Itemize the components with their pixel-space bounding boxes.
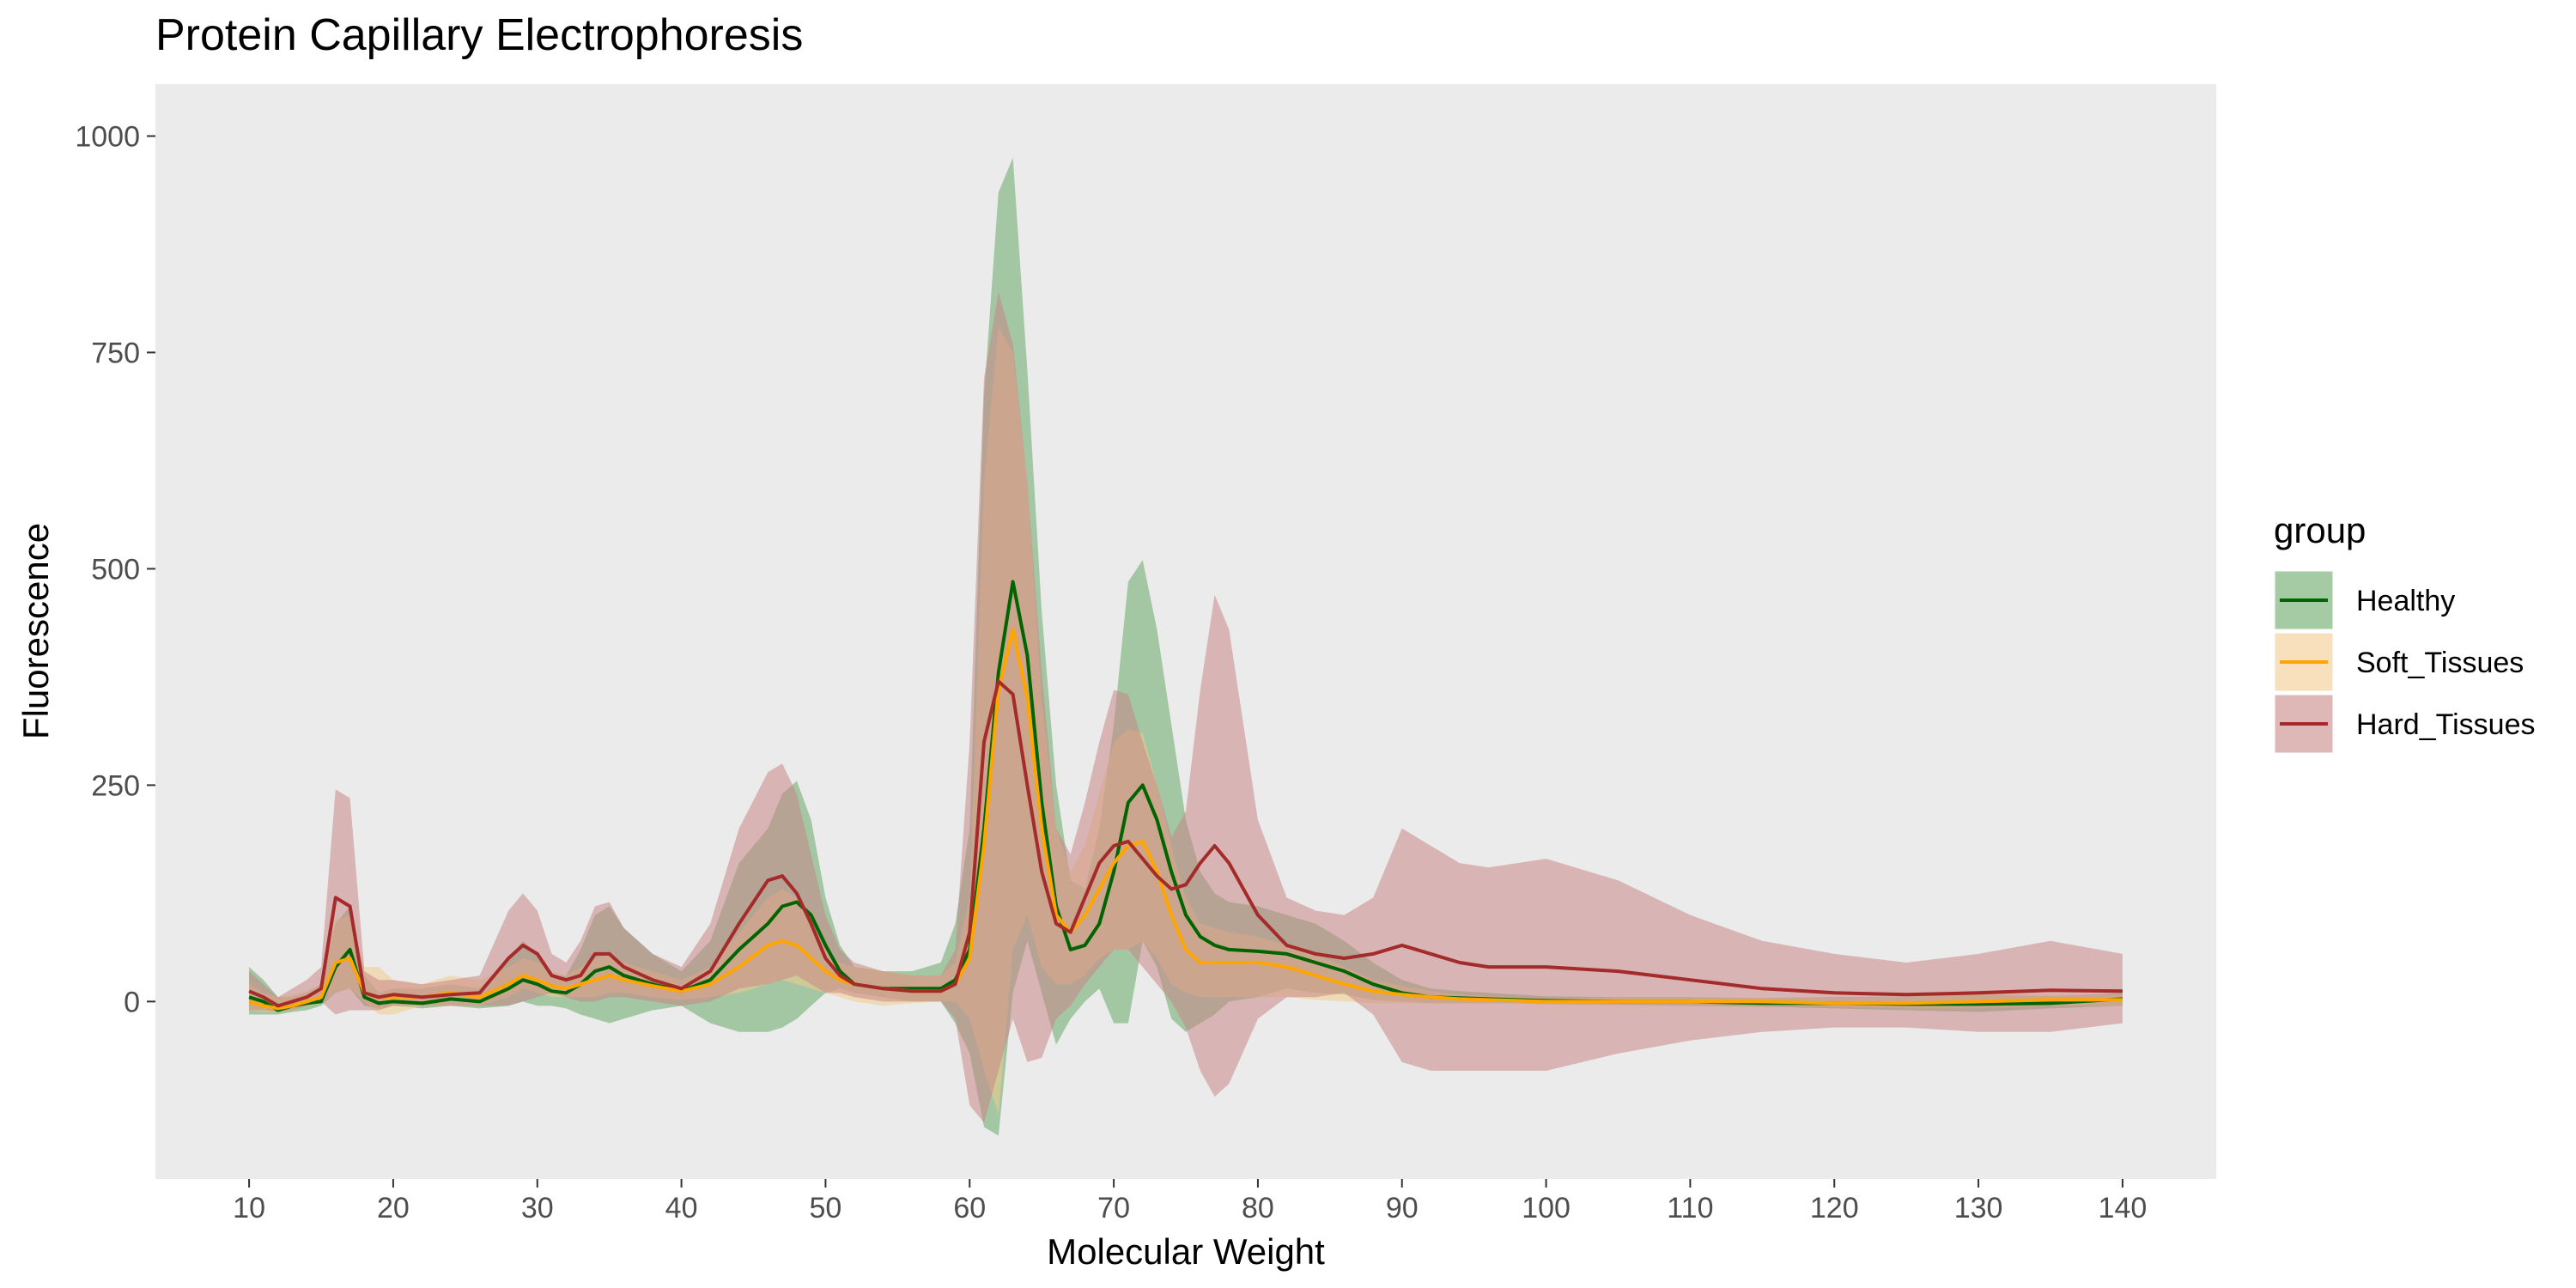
x-tick-label: 140 (2099, 1192, 2148, 1224)
x-tick-label: 60 (953, 1192, 986, 1224)
line-hard-tissues (248, 679, 2123, 1008)
legend-label-soft-tissues: Soft_Tissues (2356, 647, 2524, 679)
x-axis-label: Molecular Weight (1047, 1231, 1325, 1272)
x-tick-label: 70 (1097, 1192, 1130, 1224)
x-tick-label: 110 (1667, 1192, 1713, 1224)
x-tick-label: 50 (810, 1192, 842, 1224)
ribbon-layer (249, 157, 2123, 1136)
y-tick-label: 250 (91, 769, 140, 802)
y-axis: 0 250 500 750 1000 (75, 120, 155, 1018)
x-tick-label: 10 (233, 1192, 265, 1224)
legend: group Healthy Soft_Tissues Hard_Tissues (2272, 510, 2535, 756)
x-tick-label: 20 (377, 1192, 410, 1224)
x-tick-label: 30 (521, 1192, 554, 1224)
ribbon-hard-tissues (249, 291, 2123, 1123)
x-axis: 10 20 30 40 50 60 70 80 90 100 110 120 130 140 (233, 1179, 2147, 1224)
legend-title: group (2274, 510, 2366, 550)
y-tick-label: 750 (91, 337, 140, 369)
legend-label-healthy: Healthy (2356, 585, 2455, 617)
legend-label-hard-tissues: Hard_Tissues (2356, 708, 2535, 741)
y-tick-label: 500 (91, 553, 140, 586)
x-tick-label: 130 (1954, 1192, 2003, 1224)
x-tick-label: 90 (1386, 1192, 1419, 1224)
x-tick-label: 80 (1242, 1192, 1274, 1224)
x-tick-label: 40 (665, 1192, 698, 1224)
y-axis-label: Fluorescence (15, 523, 56, 739)
x-tick-label: 120 (1810, 1192, 1859, 1224)
y-tick-label: 0 (124, 986, 140, 1018)
line-layer (248, 580, 2123, 1012)
y-tick-label: 1000 (75, 120, 140, 153)
chart-title: Protein Capillary Electrophoresis (155, 10, 803, 60)
x-tick-label: 100 (1522, 1192, 1571, 1224)
